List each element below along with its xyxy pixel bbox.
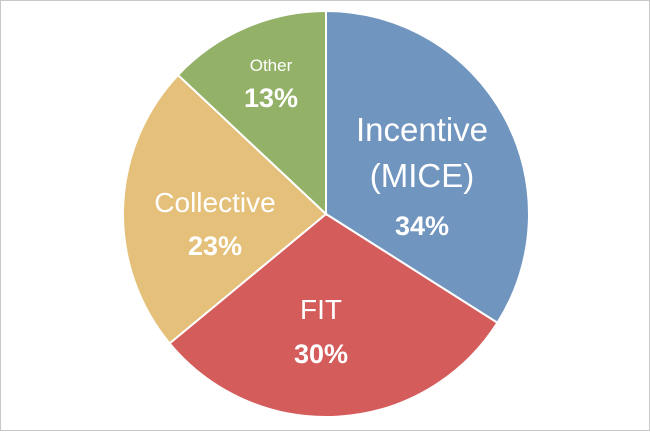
slice-label-collective: Collective [154, 187, 275, 218]
slice-value-other: 13% [244, 83, 298, 113]
slice-value-fit: 30% [294, 339, 348, 369]
slice-label-incentive-mice-line-1: Incentive [356, 111, 488, 148]
slice-value-incentive-mice: 34% [395, 211, 449, 241]
pie-slice-incentive-mice [325, 9, 530, 325]
pie-slice-other [176, 9, 327, 217]
slice-label-other: Other [250, 56, 293, 75]
pie-labels: Incentive (MICE) 34% FIT 30% Collective 23% Oth… [154, 56, 488, 369]
slice-label-fit: FIT [300, 294, 342, 325]
slice-label-incentive-mice-line-2: (MICE) [370, 157, 474, 194]
pie-slice-collective [122, 73, 328, 345]
pie-slice-fit [168, 212, 499, 418]
slice-value-collective: 23% [188, 231, 242, 261]
pie-slices [122, 9, 530, 418]
